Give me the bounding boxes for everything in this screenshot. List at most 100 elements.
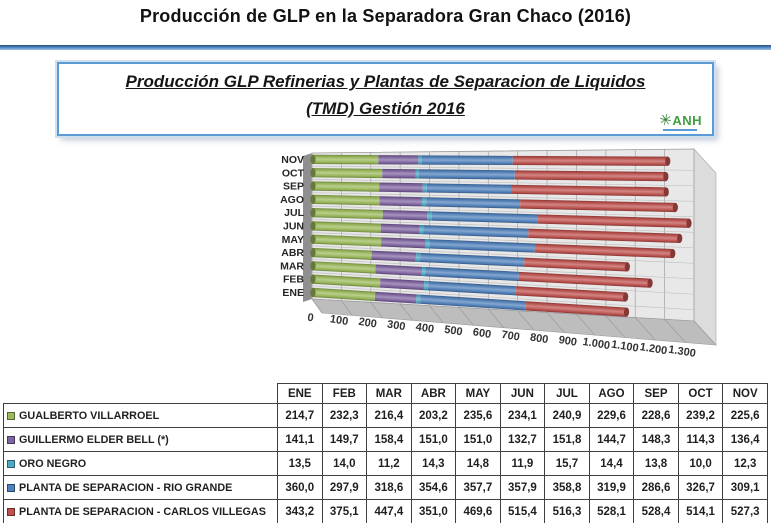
- bar-segment: [311, 194, 380, 206]
- chart-left-wall: [303, 153, 312, 302]
- bar-segment: [512, 155, 668, 166]
- table-cell: 235,6: [455, 403, 501, 428]
- table-cell: 515,4: [499, 499, 546, 523]
- month-label: MAY: [282, 234, 304, 246]
- table-cell: 11,9: [499, 451, 546, 476]
- header-divider-rule: [0, 45, 771, 50]
- series-key-icon: [7, 483, 15, 492]
- axis-tick-label: 600: [472, 326, 492, 341]
- axis-tick-label: 1.000: [582, 336, 611, 352]
- page-title: Producción de GLP en la Separadora Gran …: [139, 6, 632, 26]
- bar-end-cap: [663, 171, 669, 182]
- table-cell: 357,7: [455, 475, 501, 500]
- chart-title-line1: Producción GLP Refinerias y Plantas de S…: [125, 72, 646, 91]
- bar-segment: [421, 155, 513, 166]
- bar-segment: [415, 252, 421, 263]
- bar-segment: [311, 287, 376, 301]
- table-cell: 358,8: [544, 475, 590, 500]
- bar-segment: [425, 239, 431, 249]
- bar-end-cap: [665, 156, 671, 166]
- table-cell: 229,6: [588, 403, 635, 428]
- bar-start-cap: [310, 154, 316, 165]
- bar-segment: [537, 214, 690, 228]
- bar-segment: [524, 257, 628, 272]
- chart-bars: [310, 154, 692, 317]
- bar-row-ago: [310, 194, 678, 213]
- table-row-label: ORO NEGRO: [3, 451, 278, 476]
- series-key-icon: [7, 435, 15, 444]
- table-cell: 12,3: [722, 451, 768, 476]
- bar-row-nov: [310, 154, 671, 166]
- table-cell: 214,7: [277, 403, 323, 428]
- bar-segment: [380, 237, 426, 249]
- table-header-oct: OCT: [677, 383, 724, 404]
- bar-start-cap: [310, 234, 316, 244]
- table-cell: 469,6: [455, 499, 501, 523]
- axis-tick-label: 0: [307, 312, 315, 325]
- table-cell: 240,9: [544, 403, 590, 428]
- bar-start-cap: [310, 221, 316, 231]
- series-key-icon: [7, 507, 15, 516]
- bar-segment: [427, 281, 516, 296]
- bar-end-cap: [623, 307, 630, 317]
- table-cell: 136,4: [722, 427, 768, 452]
- table-cell: 527,3: [722, 499, 768, 523]
- table-cell: 144,7: [588, 427, 635, 452]
- bar-segment: [520, 199, 676, 213]
- bar-segment: [419, 224, 424, 235]
- table-header-ene: ENE: [277, 383, 323, 404]
- axis-tick-label: 700: [501, 329, 521, 344]
- table-header-sep: SEP: [633, 383, 679, 404]
- month-label: ABR: [281, 247, 304, 259]
- table-cell: 326,7: [677, 475, 724, 500]
- axis-tick-label: 500: [443, 324, 463, 339]
- bar-segment: [311, 261, 376, 274]
- table-header-jul: JUL: [544, 383, 590, 404]
- table-cell: 10,0: [677, 451, 724, 476]
- bar-segment: [311, 208, 383, 220]
- bar-segment: [514, 170, 666, 182]
- bar-start-cap: [310, 247, 316, 258]
- bar-row-jun: [310, 221, 683, 244]
- table-cell: 239,2: [677, 403, 724, 428]
- table-row-label: GUILLERMO ELDER BELL (*): [3, 427, 278, 452]
- bar-segment: [510, 184, 667, 197]
- table-cell: 203,2: [410, 403, 457, 428]
- table-cell: 516,3: [544, 499, 590, 523]
- bar-segment: [380, 223, 420, 235]
- bar-segment: [382, 210, 428, 221]
- axis-tick-label: 1.100: [610, 339, 639, 355]
- table-cell: 318,6: [366, 475, 412, 500]
- bar-segment: [378, 155, 419, 165]
- month-label: SEP: [283, 181, 304, 193]
- table-cell: 351,0: [410, 499, 457, 523]
- table-cell: 15,7: [544, 451, 590, 476]
- bar-row-sep: [310, 181, 669, 197]
- table-cell: 14,3: [410, 451, 457, 476]
- table-cell: 375,1: [321, 499, 368, 523]
- table-row: GUALBERTO VILLARROEL 214,7 232,3 216,4 203,2…: [3, 403, 768, 428]
- bar-start-cap: [310, 261, 316, 271]
- table-cell: 13,8: [633, 451, 679, 476]
- month-label: MAR: [280, 260, 304, 272]
- table-cell: 149,7: [321, 427, 368, 452]
- table-cell: 11,2: [366, 451, 412, 476]
- bar-start-cap: [310, 194, 316, 204]
- bar-start-cap: [310, 181, 316, 191]
- bar-segment: [415, 169, 419, 179]
- bar-start-cap: [310, 287, 316, 298]
- bar-row-abr: [310, 247, 630, 272]
- table-row-label: GUALBERTO VILLARROEL: [3, 403, 278, 428]
- bar-segment: [418, 169, 515, 180]
- bar-segment: [311, 181, 380, 192]
- table-row: GUILLERMO ELDER BELL (*) 141,1 149,7 158,4 1…: [3, 427, 768, 452]
- bar-row-mar: [310, 261, 653, 288]
- bar-segment: [426, 183, 512, 194]
- month-label: ENE: [282, 287, 304, 299]
- table-row-label: PLANTA DE SEPARACION - RIO GRANDE: [3, 475, 278, 500]
- bar-segment: [421, 197, 427, 207]
- bar-segment: [311, 168, 383, 179]
- table-cell: 514,1: [677, 499, 724, 523]
- bar-segment: [418, 155, 423, 165]
